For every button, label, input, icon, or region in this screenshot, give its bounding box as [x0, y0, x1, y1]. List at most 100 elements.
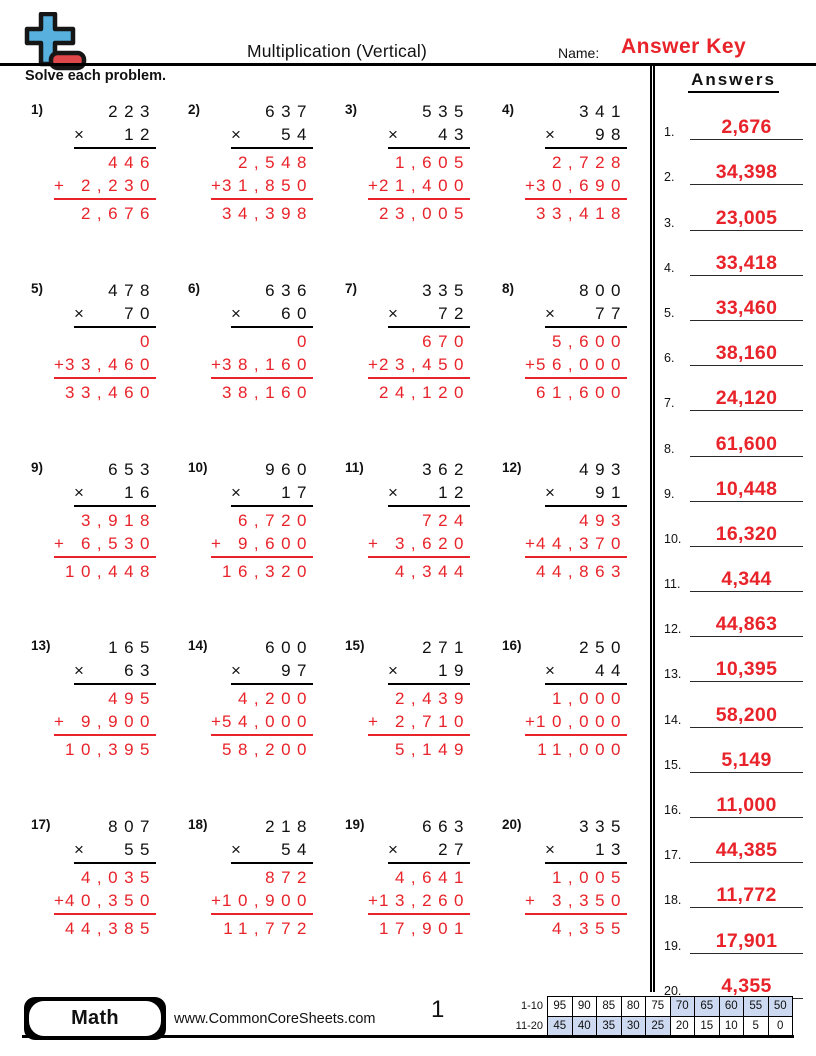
multiplier-row: × 54 [231, 838, 313, 865]
answer-item: 6. 38,160 [664, 321, 803, 367]
problem-work: 493 × 91 493 + 44,370 44,863 [525, 458, 627, 637]
partial-product-1: 872 [265, 868, 313, 888]
problem-card: 14) 600 × 97 4,200 + 54,000 58,200 [188, 636, 345, 815]
problem-card: 18) 218 × 54 872 + 10,900 11,772 [188, 815, 345, 994]
answer-value: 24,120 [690, 387, 803, 412]
plus-sign: + [368, 533, 378, 553]
answer-number: 18. [664, 893, 682, 908]
problem-work: 663 × 27 4,641 + 13,260 17,901 [368, 815, 470, 994]
partial-product-2: 54,000 [222, 712, 313, 732]
answer-number: 9. [664, 486, 675, 501]
multiplier-row: × 19 [388, 659, 470, 686]
multiplier-row: × 55 [74, 838, 156, 865]
plus-sign: + [54, 712, 64, 732]
product-total: 17,901 [379, 919, 470, 939]
multiplier: 43 [438, 125, 470, 144]
multiplier-row: × 12 [74, 123, 156, 149]
partial-product-2-row: + 40,350 [54, 889, 156, 916]
problem-work: 637 × 54 2,548 + 31,850 34,398 [211, 100, 313, 279]
partial-product-1: 670 [422, 331, 470, 351]
multiplier-row: × 98 [545, 123, 627, 149]
grade-cell: 25 [645, 1015, 671, 1036]
multiplier-row: × 54 [231, 123, 313, 149]
page-title: Multiplication (Vertical) [246, 41, 428, 61]
grade-cell: 50 [767, 996, 793, 1017]
problem-number: 5) [31, 280, 44, 296]
partial-product-2-row: + 31,850 [211, 174, 313, 200]
answer-number: 12. [664, 622, 682, 637]
answer-value: 11,772 [690, 884, 803, 909]
answer-item: 3. 23,005 [664, 185, 803, 231]
partial-product-1: 0 [297, 331, 313, 351]
partial-product-2-row: + 21,400 [368, 174, 470, 200]
partial-product-2: 3,620 [394, 533, 470, 553]
answer-number: 2. [664, 170, 675, 185]
partial-product-1: 4,200 [237, 689, 313, 709]
answer-value: 16,320 [690, 523, 803, 547]
plus-sign: + [211, 176, 221, 195]
plus-sign: + [368, 891, 378, 911]
partial-product-1: 2,728 [551, 153, 627, 172]
grade-cell: 40 [571, 1015, 597, 1036]
multiplicand: 636 [265, 280, 313, 300]
multiplicand: 807 [108, 817, 156, 837]
multiplier-row: × 44 [545, 659, 627, 686]
product-total: 16,320 [222, 561, 313, 581]
multiplicand: 218 [265, 817, 313, 837]
answer-number: 5. [664, 305, 675, 320]
answer-item: 16. 11,000 [664, 773, 803, 818]
multiplier: 91 [595, 482, 627, 502]
multiplier: 44 [595, 661, 627, 681]
problem-card: 8) 800 × 77 5,600 + 56,000 61,600 [502, 279, 659, 458]
answer-item: 5. 33,460 [664, 276, 803, 321]
partial-product-2-row: + 2,230 [54, 174, 156, 200]
partial-product-1: 3,918 [80, 510, 156, 530]
answers-panel: Answers 1. 2,676 2. 34,398 3. 23,005 4. … [650, 66, 816, 999]
multiplicand: 335 [579, 817, 627, 837]
problem-work: 341 × 98 2,728 + 30,690 33,418 [525, 100, 627, 279]
partial-product-1: 2,548 [237, 153, 313, 172]
grade-cell: 5 [743, 1015, 769, 1036]
problem-work: 218 × 54 872 + 10,900 11,772 [211, 815, 313, 994]
multiplicand: 653 [108, 459, 156, 479]
problem-number: 6) [188, 280, 201, 296]
multiplier: 60 [281, 303, 313, 323]
problem-work: 335 × 72 670 + 23,450 24,120 [368, 279, 470, 458]
answer-item: 11. 4,344 [664, 547, 803, 593]
partial-product-1: 2,439 [394, 689, 470, 709]
answer-value: 34,398 [690, 161, 803, 186]
header-divider-line [0, 63, 816, 66]
answer-number: 17. [664, 848, 682, 863]
times-sign: × [74, 125, 84, 144]
times-sign: × [545, 303, 555, 323]
partial-product-2-row: + 10,000 [525, 710, 627, 737]
subject-badge: Math [24, 997, 166, 1040]
problem-number: 18) [188, 817, 208, 833]
multiplicand: 800 [579, 280, 627, 300]
partial-product-2-row: + 10,900 [211, 889, 313, 916]
multiplier-row: × 17 [231, 481, 313, 507]
partial-product-2: 23,450 [379, 354, 470, 374]
answer-number: 16. [664, 803, 682, 817]
product-total: 61,600 [536, 382, 627, 402]
answer-value: 61,600 [690, 433, 803, 457]
times-sign: × [545, 840, 555, 860]
partial-product-2-row: + 44,370 [525, 532, 627, 558]
grade-cell: 10 [718, 1015, 744, 1036]
partial-product-1: 6,720 [237, 510, 313, 530]
problem-work: 800 × 77 5,600 + 56,000 61,600 [525, 279, 627, 458]
problem-work: 807 × 55 4,035 + 40,350 44,385 [54, 815, 156, 994]
answer-value: 11,000 [690, 794, 803, 818]
partial-product-2-row: + 33,460 [54, 353, 156, 379]
answer-value: 10,395 [690, 658, 803, 683]
partial-product-1: 1,605 [394, 153, 470, 172]
answer-number: 4. [664, 260, 675, 275]
answer-value: 58,200 [690, 704, 803, 728]
times-sign: × [231, 125, 241, 144]
problem-card: 5) 478 × 70 0 + 33,460 33,460 [31, 279, 188, 458]
grading-table-row: 1-10 95 90 85 80 75 70 65 60 55 50 [510, 996, 793, 1017]
problem-work: 478 × 70 0 + 33,460 33,460 [54, 279, 156, 458]
grading-table: 1-10 95 90 85 80 75 70 65 60 55 50 11-20 45 40 35 30 25 2… [510, 996, 794, 1036]
partial-product-1: 5,600 [551, 331, 627, 351]
product-total: 34,398 [222, 204, 313, 223]
